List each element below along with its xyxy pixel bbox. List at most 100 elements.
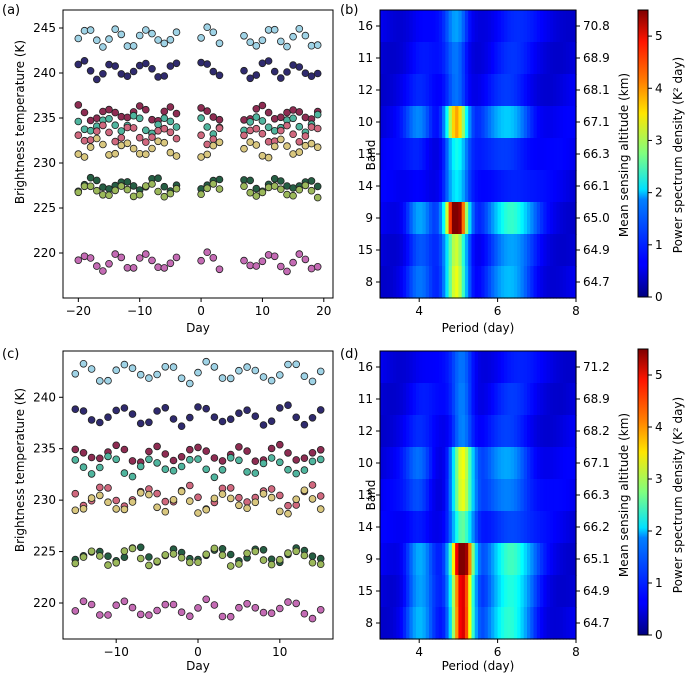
heatmap-cell-band-8 xyxy=(497,607,502,640)
heatmap-cell-band-9 xyxy=(504,202,508,235)
heatmap-cell-band-9 xyxy=(527,202,531,235)
heatmap-cell-band-12 xyxy=(438,74,443,107)
data-point-band-14 xyxy=(218,490,227,498)
heatmap-cell-band-12 xyxy=(497,415,502,448)
heatmap-cell-band-9 xyxy=(553,543,557,576)
heatmap-cell-band-8 xyxy=(481,266,486,299)
heatmap-cell-band-13 xyxy=(474,138,479,171)
heatmap-cell-band-10 xyxy=(559,447,564,480)
heatmap-cell-band-10 xyxy=(451,106,456,139)
heatmap-cell-band-9 xyxy=(468,202,473,235)
heatmap-cell-band-8 xyxy=(448,607,453,640)
heatmap-cell-band-8 xyxy=(464,607,469,640)
heatmap-cell-band-8 xyxy=(549,266,554,299)
heatmap-cell-band-12 xyxy=(543,74,548,107)
heatmap-cell-band-16 xyxy=(461,10,466,43)
data-point-band-10 xyxy=(117,127,126,135)
data-point-band-9 xyxy=(307,177,316,185)
period-tick-label: 4 xyxy=(415,304,423,318)
heatmap-cell-band-12 xyxy=(402,74,407,107)
heatmap-cell-band-8 xyxy=(425,266,430,299)
data-point-band-16 xyxy=(259,373,268,381)
heatmap-cell-band-10 xyxy=(386,447,391,480)
data-point-band-13 xyxy=(142,138,150,146)
data-point-band-13 xyxy=(240,131,248,140)
heatmap-cell-band-16 xyxy=(386,10,391,43)
data-point-band-16 xyxy=(154,36,162,44)
data-point-band-8 xyxy=(251,603,260,612)
heatmap-cell-band-13 xyxy=(425,138,430,171)
period-tick-label: 8 xyxy=(572,304,580,318)
heatmap-cell-band-13 xyxy=(507,138,512,171)
heatmap-cell-band-15 xyxy=(566,234,571,267)
heatmap-cell-band-10 xyxy=(504,106,508,139)
heatmap-cell-band-12 xyxy=(474,415,479,448)
heatmap-cell-band-13 xyxy=(409,479,414,512)
heatmap-cell-band-10 xyxy=(448,106,453,139)
data-point-band-14 xyxy=(123,139,132,148)
heatmap-cell-band-12 xyxy=(523,74,528,107)
heatmap-cell-band-14 xyxy=(419,511,424,544)
heatmap-cell-band-8 xyxy=(494,607,499,640)
data-point-band-10 xyxy=(128,472,137,481)
heatmap-cell-band-9 xyxy=(549,543,554,576)
heatmap-cell-band-10 xyxy=(566,106,571,139)
heatmap-cell-band-13 xyxy=(425,479,430,512)
heatmap-cell-band-16 xyxy=(442,351,446,384)
data-point-band-14 xyxy=(258,152,267,160)
heatmap-cell-band-11 xyxy=(389,383,394,416)
heatmap-cell-band-16 xyxy=(419,351,424,384)
heatmap-cell-band-8 xyxy=(487,266,492,299)
heatmap-cell-band-10 xyxy=(553,447,557,480)
data-point-band-10 xyxy=(186,455,194,464)
data-point-band-11 xyxy=(226,415,235,424)
heatmap-cell-band-8 xyxy=(380,266,384,299)
heatmap-cell-band-13 xyxy=(553,479,557,512)
altitude-tick-label: 67.1 xyxy=(583,456,610,470)
heatmap-cell-band-10 xyxy=(429,106,433,139)
heatmap-cell-band-12 xyxy=(451,74,456,107)
data-point-band-11 xyxy=(87,416,96,424)
heatmap-cell-band-12 xyxy=(386,415,391,448)
heatmap-cell-band-10 xyxy=(474,106,479,139)
heatmap-cell-band-14 xyxy=(448,511,453,544)
heatmap-cell-band-13 xyxy=(399,138,404,171)
data-point-band-10 xyxy=(210,473,219,482)
data-point-band-11 xyxy=(136,419,145,428)
data-point-band-8 xyxy=(186,612,194,620)
heatmap-cell-band-8 xyxy=(409,607,414,640)
data-point-band-13 xyxy=(308,481,317,489)
data-point-band-10 xyxy=(246,118,255,126)
data-point-band-12 xyxy=(292,456,301,464)
heatmap-cell-band-11 xyxy=(530,42,535,75)
data-point-band-8 xyxy=(283,267,291,276)
heatmap-cell-band-13 xyxy=(471,479,476,512)
data-point-band-13 xyxy=(235,493,243,502)
heatmap-cell-band-13 xyxy=(530,138,535,171)
colorbar-tick-label: 1 xyxy=(655,238,663,252)
data-point-band-15 xyxy=(112,558,120,567)
heatmap-cell-band-16 xyxy=(399,10,404,43)
data-point-band-16 xyxy=(313,41,322,49)
heatmap-cell-band-8 xyxy=(399,266,404,299)
heatmap-cell-band-8 xyxy=(455,266,459,299)
data-point-band-10 xyxy=(79,463,88,472)
data-point-band-16 xyxy=(86,26,95,34)
heatmap-cell-band-14 xyxy=(399,170,404,203)
data-point-band-13 xyxy=(86,136,95,144)
heatmap-cell-band-14 xyxy=(549,511,554,544)
heatmap-cell-band-14 xyxy=(504,511,508,544)
heatmap-cell-band-9 xyxy=(389,202,394,235)
data-point-band-12 xyxy=(160,107,169,116)
data-point-band-9 xyxy=(246,176,255,185)
heatmap-cell-band-15 xyxy=(530,234,535,267)
data-point-band-12 xyxy=(79,448,88,457)
data-point-band-16 xyxy=(226,374,235,383)
x-tick-label: −10 xyxy=(104,645,129,659)
heatmap-cell-band-10 xyxy=(455,106,459,139)
data-point-band-12 xyxy=(301,113,310,122)
heatmap-cell-band-8 xyxy=(386,607,391,640)
data-point-band-8 xyxy=(210,601,219,609)
heatmap-cell-band-12 xyxy=(471,74,476,107)
heatmap-cell-band-12 xyxy=(507,74,512,107)
